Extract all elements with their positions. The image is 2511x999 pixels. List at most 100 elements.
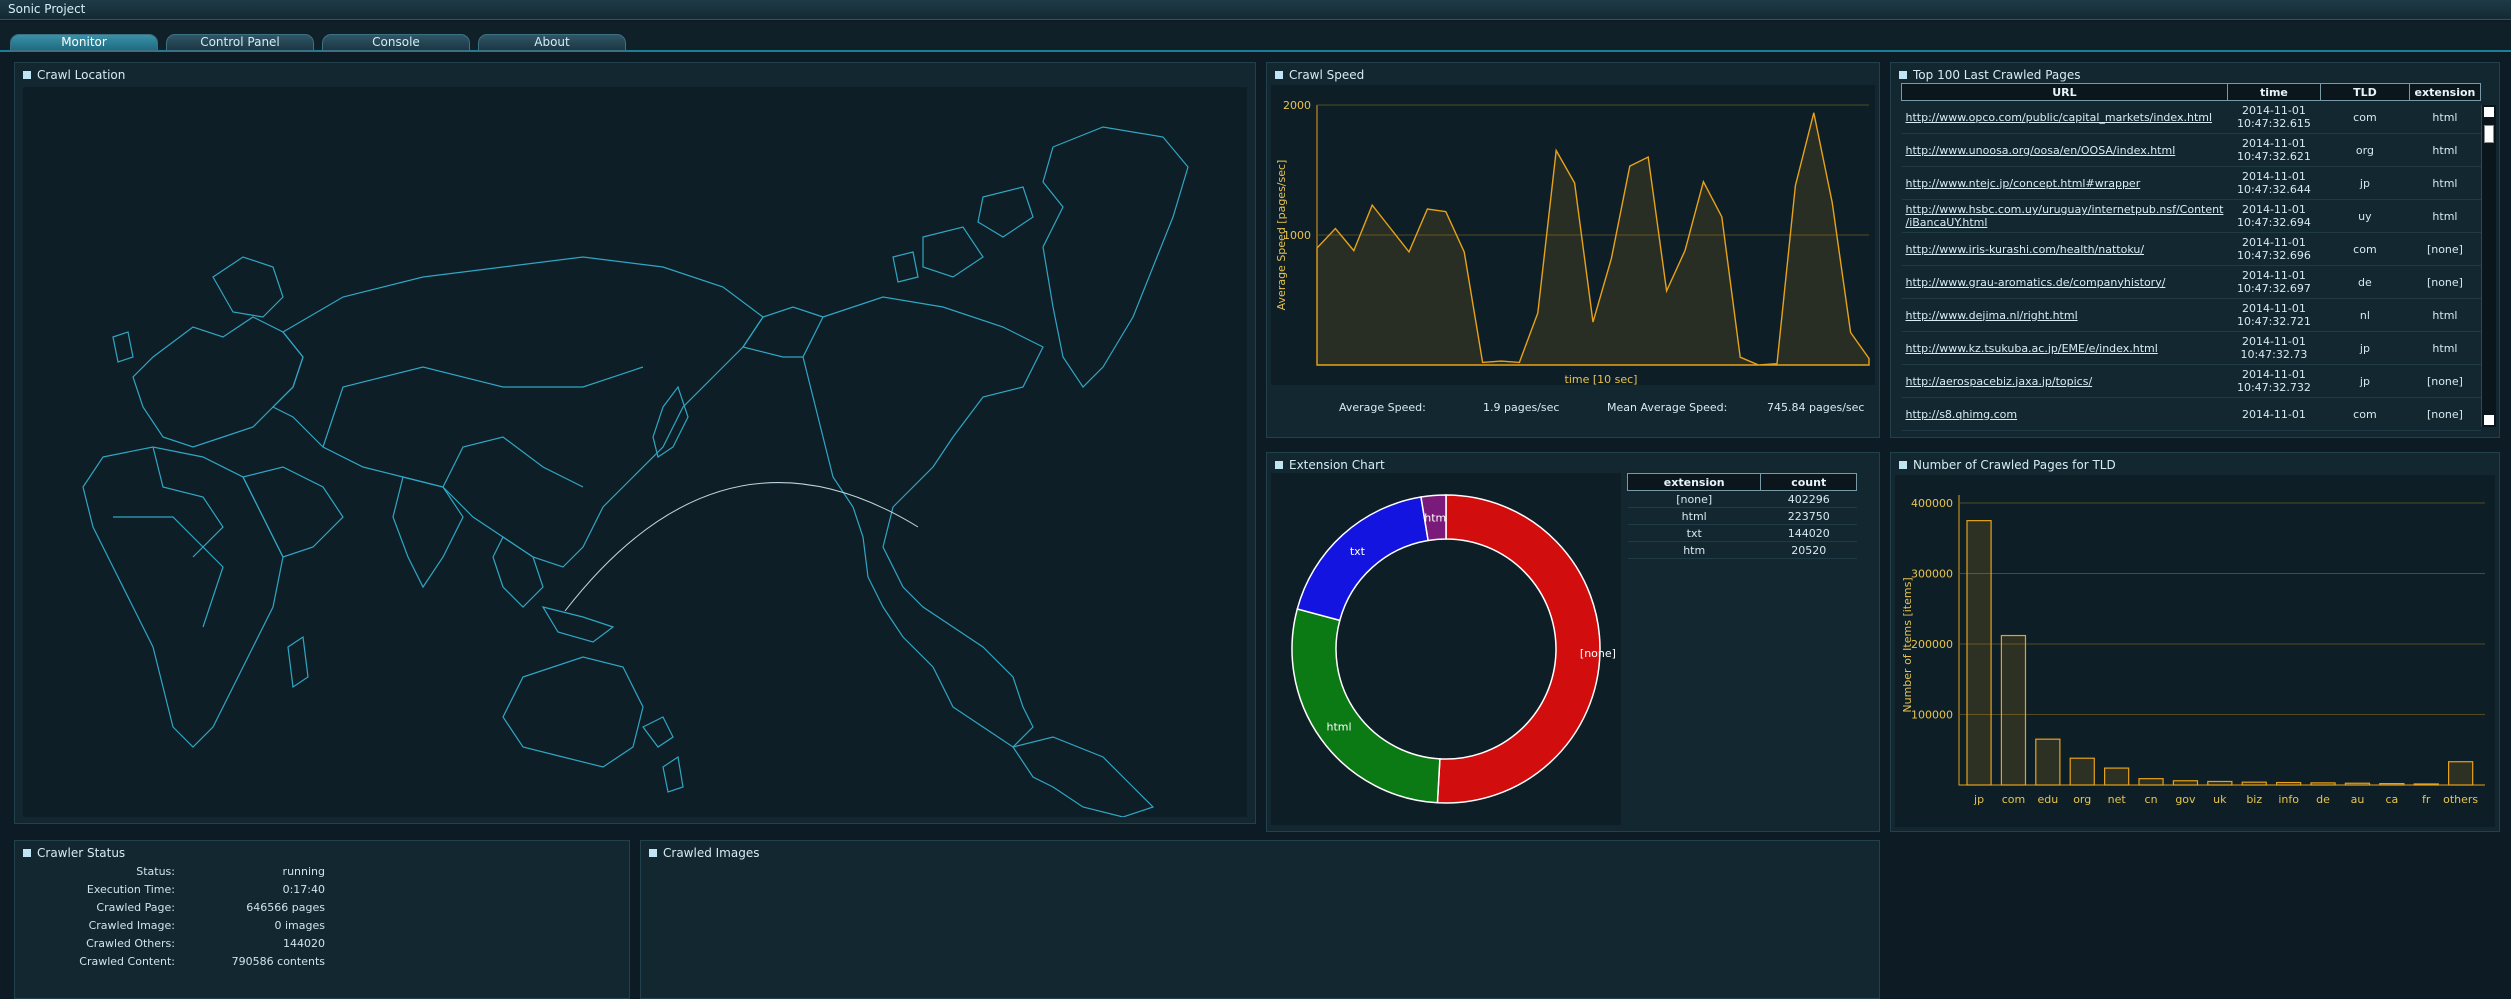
url-cell: http://www.grau-aromatics.de/companyhist… xyxy=(1901,265,2228,299)
tld-cell: jp xyxy=(2320,364,2410,398)
scroll-down-arrow-icon[interactable] xyxy=(2484,415,2494,425)
donut-slice-none xyxy=(1436,494,1601,804)
col-extension[interactable]: extension xyxy=(2408,83,2482,101)
tab-about[interactable]: About xyxy=(478,34,626,51)
scroll-up-arrow-icon[interactable] xyxy=(2484,107,2494,117)
crawled-images-title: Crawled Images xyxy=(663,846,760,860)
status-value: 646566 pages xyxy=(246,901,325,914)
time-cell: 2014-11-01 10:47:32.696 xyxy=(2227,232,2321,266)
table-row[interactable]: http://www.kz.tsukuba.ac.jp/EME/e/index.… xyxy=(1901,331,2481,365)
table-scrollbar[interactable] xyxy=(2481,105,2496,427)
time-cell: 2014-11-01 10:47:32.615 xyxy=(2227,100,2321,134)
table-row[interactable]: http://s8.qhimg.com 2014-11-01 com [none] xyxy=(1901,397,2481,431)
col-tld[interactable]: TLD xyxy=(2319,83,2410,101)
y-tick-label: 400000 xyxy=(1911,497,1953,510)
url-link[interactable]: http://aerospacebiz.jaxa.jp/topics/ xyxy=(1905,374,2093,388)
scroll-thumb[interactable] xyxy=(2484,125,2494,143)
count-cell: 402296 xyxy=(1760,490,1857,508)
count-cell: 144020 xyxy=(1760,524,1857,542)
time-cell: 2014-11-01 10:47:32.721 xyxy=(2227,298,2321,332)
extension-cell: [none] xyxy=(1627,490,1761,508)
x-tick-label: biz xyxy=(2246,793,2262,806)
tab-monitor[interactable]: Monitor xyxy=(10,34,158,51)
x-tick-label: cn xyxy=(2145,793,2158,806)
count-cell: 20520 xyxy=(1760,541,1857,559)
top-pages-title: Top 100 Last Crawled Pages xyxy=(1913,68,2081,82)
table-row: [none] 402296 xyxy=(1627,490,1857,508)
panel-icon xyxy=(23,71,31,79)
x-tick-label: fr xyxy=(2422,793,2431,806)
url-cell: http://www.ntejc.jp/concept.html#wrapper xyxy=(1901,166,2228,200)
time-cell: 2014-11-01 10:47:32.73 xyxy=(2227,331,2321,365)
url-link[interactable]: http://www.grau-aromatics.de/companyhist… xyxy=(1905,275,2166,289)
tab-control-panel[interactable]: Control Panel xyxy=(166,34,314,51)
url-link[interactable]: http://www.kz.tsukuba.ac.jp/EME/e/index.… xyxy=(1905,341,2158,355)
y-tick-label: 300000 xyxy=(1911,568,1953,581)
extension-cell: htm xyxy=(1627,541,1761,559)
table-row: txt 144020 xyxy=(1627,524,1857,542)
table-row: html 223750 xyxy=(1627,507,1857,525)
extension-cell: txt xyxy=(1627,524,1761,542)
crawler-status-title: Crawler Status xyxy=(37,846,126,860)
x-tick-label: jp xyxy=(1973,793,1984,806)
bar-cn xyxy=(2138,778,2164,786)
crawl-speed-title: Crawl Speed xyxy=(1289,68,1365,82)
url-link[interactable]: http://www.ntejc.jp/concept.html#wrapper xyxy=(1905,176,2141,190)
world-map[interactable] xyxy=(23,87,1247,818)
extension-cell: [none] xyxy=(2409,265,2481,299)
status-label: Execution Time: xyxy=(86,883,175,896)
axis xyxy=(1958,495,2485,786)
time-cell: 2014-11-01 10:47:32.644 xyxy=(2227,166,2321,200)
url-link[interactable]: http://www.iris-kurashi.com/health/natto… xyxy=(1905,242,2145,256)
panel-icon xyxy=(1899,71,1907,79)
x-tick-label: info xyxy=(2278,793,2299,806)
col-extension: extension xyxy=(1626,473,1762,491)
extension-cell: html xyxy=(1627,507,1761,525)
panel-icon xyxy=(1275,461,1283,469)
top-pages-panel: Top 100 Last Crawled Pages URL time TLD … xyxy=(1890,62,2500,438)
status-label: Status: xyxy=(136,865,175,878)
table-row[interactable]: http://www.iris-kurashi.com/health/natto… xyxy=(1901,232,2481,266)
y-axis-label: Number of Items [items] xyxy=(1901,577,1914,712)
url-link[interactable]: http://s8.qhimg.com xyxy=(1905,407,2018,421)
table-row[interactable]: http://www.ntejc.jp/concept.html#wrapper… xyxy=(1901,166,2481,200)
table-row[interactable]: http://www.hsbc.com.uy/uruguay/internetp… xyxy=(1901,199,2481,233)
url-link[interactable]: http://www.dejima.nl/right.html xyxy=(1905,308,2078,322)
url-cell: http://www.opco.com/public/capital_marke… xyxy=(1901,100,2228,134)
table-row[interactable]: http://www.grau-aromatics.de/companyhist… xyxy=(1901,265,2481,299)
status-label: Crawled Image: xyxy=(88,919,175,932)
crawl-location-panel: Crawl Location xyxy=(14,62,1256,824)
y-axis-label: Average Speed [pages/sec] xyxy=(1275,160,1288,311)
bar-edu xyxy=(2035,738,2061,786)
url-cell: http://www.dejima.nl/right.html xyxy=(1901,298,2228,332)
table-row[interactable]: http://www.opco.com/public/capital_marke… xyxy=(1901,100,2481,134)
table-row[interactable]: http://www.dejima.nl/right.html 2014-11-0… xyxy=(1901,298,2481,332)
table-row[interactable]: http://www.unoosa.org/oosa/en/OOSA/index… xyxy=(1901,133,2481,167)
top-pages-table: URL time TLD extension http://www.opco.c… xyxy=(1901,83,2482,431)
tld-cell: de xyxy=(2320,265,2410,299)
table-row: htm 20520 xyxy=(1627,541,1857,559)
col-time[interactable]: time xyxy=(2226,83,2321,101)
x-tick-label: com xyxy=(2002,793,2026,806)
status-value: 0:17:40 xyxy=(282,883,325,896)
extension-chart-title: Extension Chart xyxy=(1289,458,1385,472)
tab-console[interactable]: Console xyxy=(322,34,470,51)
donut-slice-htm xyxy=(1420,494,1447,542)
bar-info xyxy=(2276,781,2302,786)
url-link[interactable]: http://www.unoosa.org/oosa/en/OOSA/index… xyxy=(1905,143,2176,157)
x-tick-label: uk xyxy=(2213,793,2227,806)
status-value: 790586 contents xyxy=(231,955,325,968)
col-url[interactable]: URL xyxy=(1901,83,2228,101)
url-link[interactable]: http://www.hsbc.com.uy/uruguay/internetp… xyxy=(1905,203,2224,229)
tab-bar: Monitor Control Panel Console About xyxy=(0,22,2511,52)
status-row: Crawled Others: 144020 xyxy=(15,937,335,955)
url-link[interactable]: http://www.opco.com/public/capital_marke… xyxy=(1905,110,2213,124)
extension-cell: [none] xyxy=(2409,364,2481,398)
col-count: count xyxy=(1760,473,1857,491)
donut-slice-html xyxy=(1291,608,1441,804)
status-label: Crawled Others: xyxy=(86,937,175,950)
tld-chart-panel: Number of Crawled Pages for TLD Number o… xyxy=(1890,452,2500,832)
donut-chart: [none] html txt htm xyxy=(1271,473,1621,825)
table-row[interactable]: http://aerospacebiz.jaxa.jp/topics/2014-… xyxy=(1901,364,2481,398)
app-title: Sonic Project xyxy=(8,2,86,16)
